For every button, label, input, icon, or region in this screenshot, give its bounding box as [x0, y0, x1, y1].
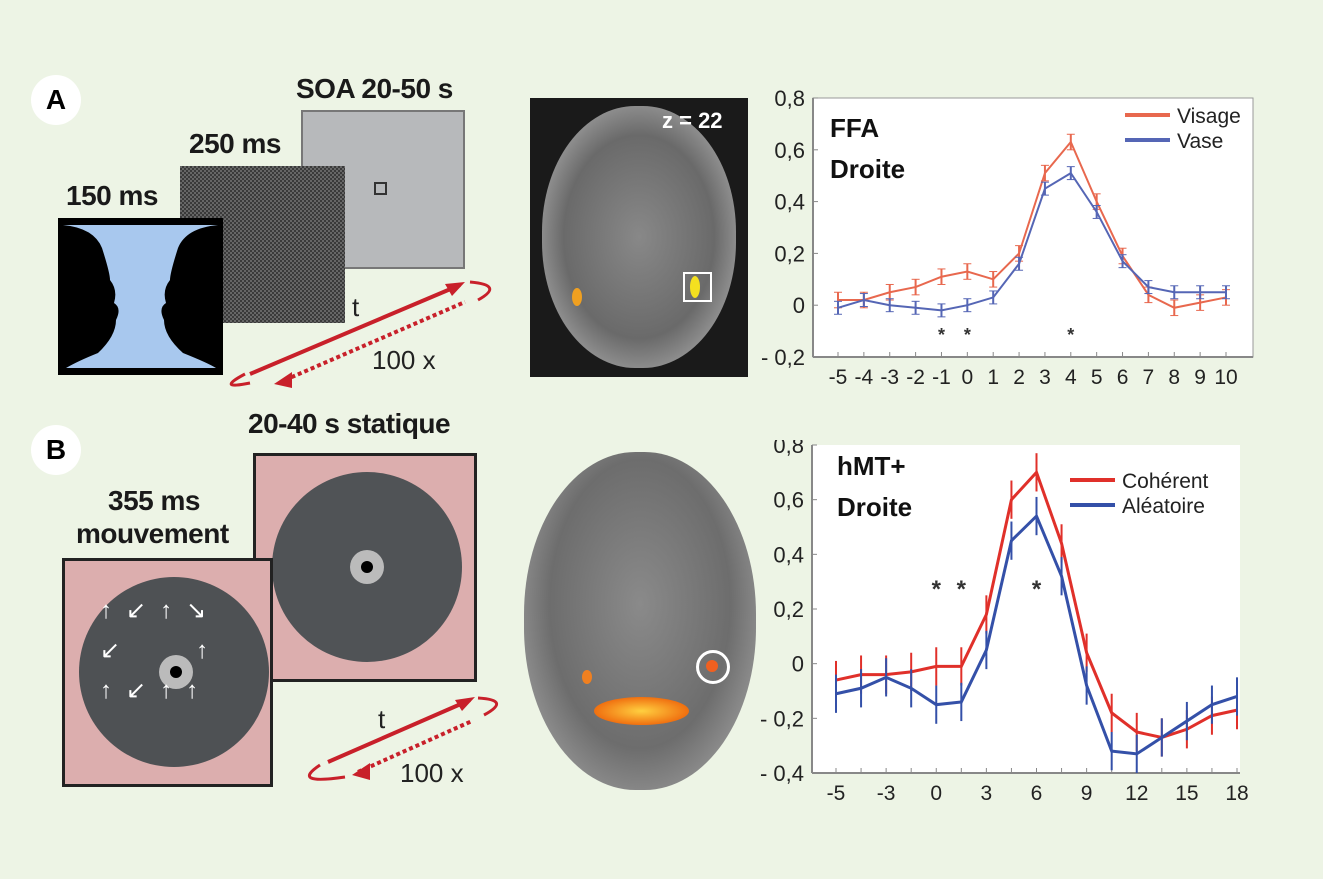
x-tick-label: 7 — [1143, 366, 1155, 389]
x-tick-label: -5 — [829, 366, 848, 389]
x-tick-label: 3 — [981, 782, 993, 805]
chart-title: hMT+ — [837, 451, 906, 481]
y-tick-label: 0,8 — [773, 440, 804, 458]
x-tick-label: 9 — [1081, 782, 1093, 805]
chart-subtitle: Droite — [830, 154, 905, 184]
repeat-label-a: 100 x — [372, 345, 436, 375]
repeat-arrows-a — [229, 280, 492, 388]
x-tick-label: 6 — [1031, 782, 1043, 805]
x-tick-label: 9 — [1194, 366, 1206, 389]
panel-a-label: A — [31, 75, 81, 125]
repeat-arrows-b — [307, 696, 498, 781]
series-line-visage — [838, 140, 1227, 309]
y-tick-label: 0,4 — [774, 190, 805, 215]
y-tick-label: - 0,2 — [760, 706, 804, 731]
label-355ms: 355 ms — [108, 485, 200, 516]
label-motion: mouvement — [76, 518, 229, 549]
x-tick-label: 0 — [961, 366, 973, 389]
y-tick-label: - 0,4 — [760, 761, 804, 786]
time-label-b: t — [378, 704, 386, 734]
x-tick-label: 5 — [1091, 366, 1103, 389]
x-tick-label: 4 — [1065, 366, 1077, 389]
face-vase-illusion — [63, 225, 218, 368]
face-vase-image — [58, 218, 223, 375]
slice-label: z = 22 — [662, 108, 723, 133]
x-tick-label: -5 — [827, 782, 846, 805]
x-tick-label: -1 — [932, 366, 951, 389]
y-tick-label: 0,6 — [773, 488, 804, 513]
panel-b-label: B — [31, 425, 81, 475]
x-tick-label: 0 — [930, 782, 942, 805]
hmt-roi-circle — [696, 650, 730, 684]
x-tick-label: 3 — [1039, 366, 1051, 389]
chart-title: FFA — [830, 113, 879, 143]
fixation-square — [374, 182, 387, 195]
chart-subtitle: Droite — [837, 492, 912, 522]
repeat-label-b: 100 x — [400, 758, 464, 788]
y-tick-label: 0,2 — [774, 241, 805, 266]
legend-label: Visage — [1177, 105, 1241, 128]
x-tick-label: 8 — [1168, 366, 1180, 389]
label-250ms: 250 ms — [189, 128, 281, 159]
label-soa: SOA 20-50 s — [296, 73, 453, 104]
hmt-chart: - 0,4 - 0,2 0 0,2 0,4 0,6 0,8 -5 -3 0 3 6 9 12 15 18 Coh… — [760, 440, 1249, 805]
plot-area — [812, 97, 1254, 358]
series-line-vase — [837, 171, 1226, 312]
y-tick-label: 0,6 — [774, 138, 805, 163]
y-tick-label: - 0,2 — [761, 345, 805, 370]
x-tick-label: 10 — [1214, 366, 1237, 389]
ffa-chart: - 0,200,20,40,60,8-5 -4 -3 -2 -1 0 1 2 3 4 5 6 7 8 9 10… — [761, 86, 1254, 389]
significance-asterisk: * — [1032, 576, 1042, 603]
significance-asterisk: * — [1067, 325, 1074, 345]
y-tick-label: 0,4 — [773, 542, 804, 567]
static-dots-screen — [253, 453, 477, 682]
legend-label: Aléatoire — [1122, 495, 1205, 518]
x-tick-label: 6 — [1117, 366, 1129, 389]
fmri-axial-slice-a: z = 22 — [530, 98, 748, 377]
significance-asterisk: * — [964, 325, 971, 345]
x-tick-label: 2 — [1013, 366, 1025, 389]
significance-asterisk: * — [957, 576, 967, 603]
legend-label: Cohérent — [1122, 470, 1209, 493]
label-150ms: 150 ms — [66, 180, 158, 211]
significance-asterisk: * — [938, 325, 945, 345]
moving-arrows-screen: ↑↙↑↘ ↙ ↑ ↑↙↑↑ — [62, 558, 273, 787]
time-label-a: t — [352, 292, 360, 322]
significance-asterisk: * — [932, 576, 942, 603]
y-tick-label: 0,2 — [773, 597, 804, 622]
x-tick-label: -3 — [880, 366, 899, 389]
label-static: 20-40 s statique — [248, 408, 451, 439]
ffa-roi-box — [683, 272, 712, 302]
fmri-axial-slice-b — [524, 452, 756, 790]
x-tick-label: -2 — [906, 366, 925, 389]
x-tick-label: 12 — [1125, 782, 1148, 805]
y-tick-label: 0,8 — [774, 86, 805, 111]
x-tick-label: 18 — [1225, 782, 1248, 805]
legend-label: Vase — [1177, 130, 1223, 153]
x-tick-label: -4 — [855, 366, 874, 389]
x-tick-label: -3 — [877, 782, 896, 805]
x-tick-label: 1 — [987, 366, 999, 389]
plot-area — [812, 445, 1240, 773]
x-tick-label: 15 — [1175, 782, 1198, 805]
y-tick-label: 0 — [793, 293, 805, 318]
y-tick-label: 0 — [792, 652, 804, 677]
